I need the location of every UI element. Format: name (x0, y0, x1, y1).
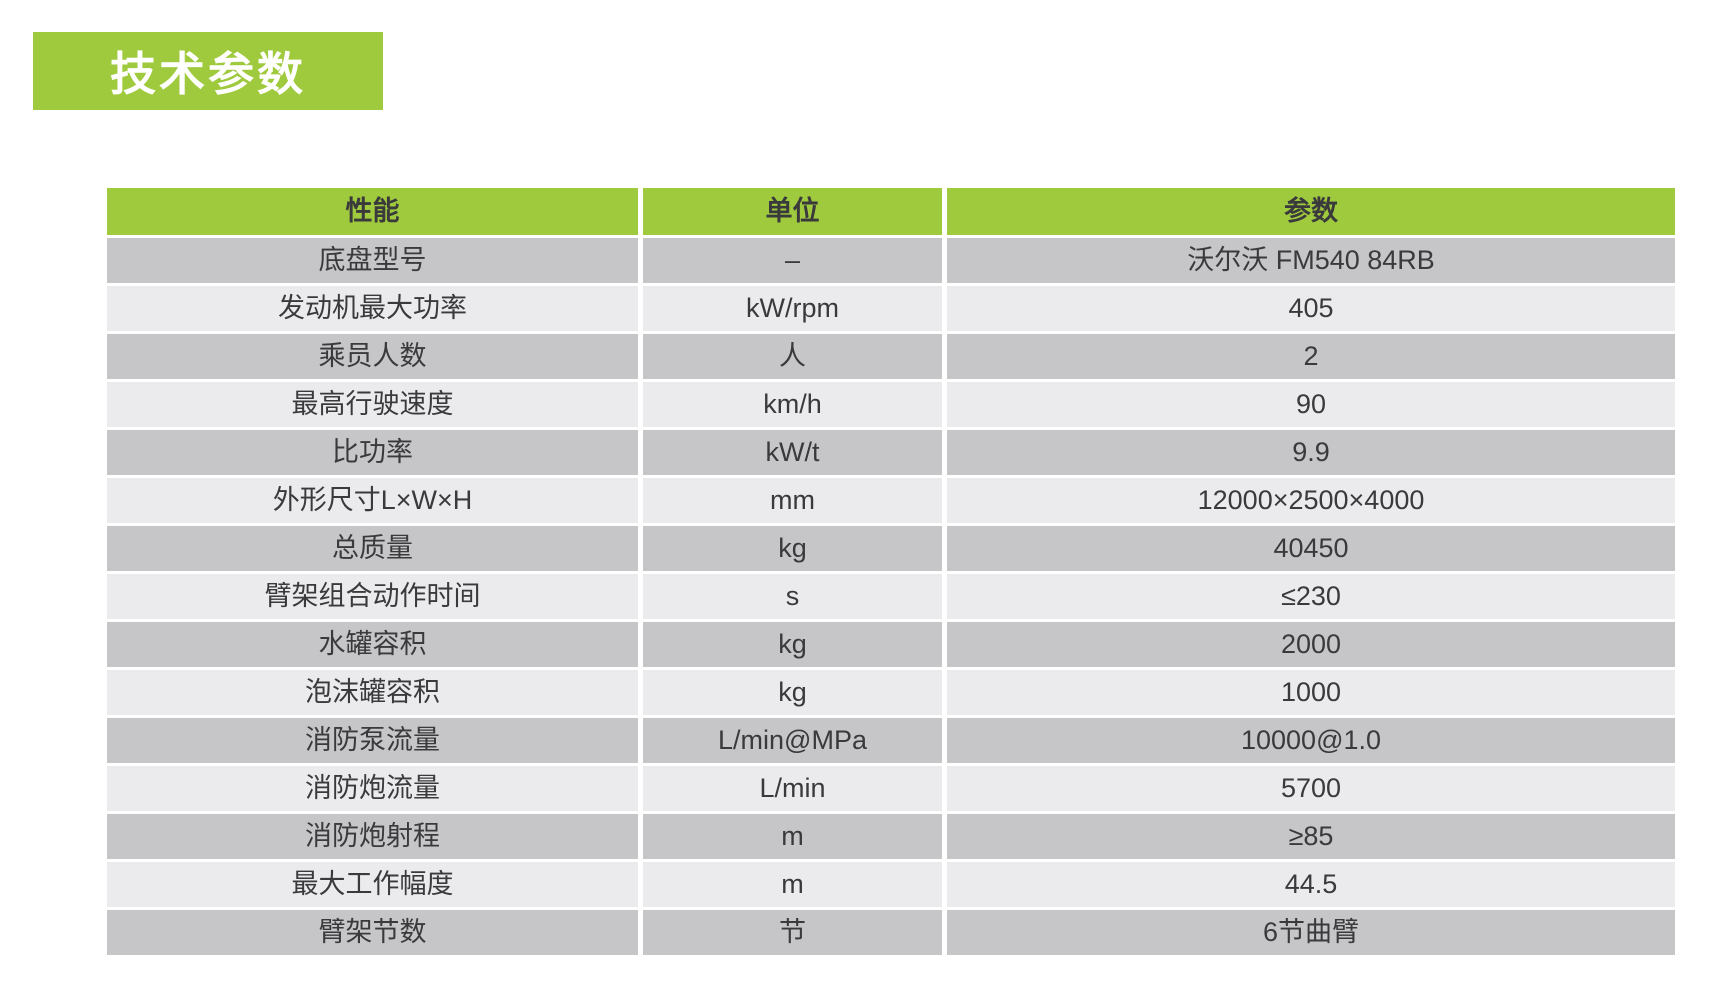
spec-property: 比功率 (107, 430, 638, 475)
spec-property: 消防炮流量 (107, 766, 638, 811)
column-header-unit: 单位 (643, 188, 942, 235)
spec-property: 底盘型号 (107, 238, 638, 283)
spec-value: ≤230 (947, 574, 1675, 619)
column-header-property: 性能 (107, 188, 638, 235)
spec-unit: km/h (643, 382, 942, 427)
spec-property: 外形尺寸L×W×H (107, 478, 638, 523)
spec-value: 1000 (947, 670, 1675, 715)
spec-value: 2000 (947, 622, 1675, 667)
section-title-badge: 技术参数 (33, 32, 383, 110)
spec-unit: 人 (643, 334, 942, 379)
spec-value: ≥85 (947, 814, 1675, 859)
spec-value: 10000@1.0 (947, 718, 1675, 763)
spec-property: 臂架组合动作时间 (107, 574, 638, 619)
spec-property: 泡沫罐容积 (107, 670, 638, 715)
spec-property: 臂架节数 (107, 910, 638, 955)
spec-unit: kg (643, 670, 942, 715)
spec-property: 最高行驶速度 (107, 382, 638, 427)
spec-unit: kg (643, 622, 942, 667)
spec-property: 总质量 (107, 526, 638, 571)
spec-value: 9.9 (947, 430, 1675, 475)
spec-value: 90 (947, 382, 1675, 427)
spec-property: 乘员人数 (107, 334, 638, 379)
spec-unit: m (643, 814, 942, 859)
spec-property: 水罐容积 (107, 622, 638, 667)
spec-property: 最大工作幅度 (107, 862, 638, 907)
spec-value: 2 (947, 334, 1675, 379)
spec-unit: kW/t (643, 430, 942, 475)
spec-table: 性能 单位 参数 底盘型号 – 沃尔沃 FM540 84RB 发动机最大功率 k… (107, 188, 1675, 955)
spec-unit: s (643, 574, 942, 619)
spec-unit: L/min@MPa (643, 718, 942, 763)
spec-value: 44.5 (947, 862, 1675, 907)
column-header-value: 参数 (947, 188, 1675, 235)
spec-unit: 节 (643, 910, 942, 955)
spec-property: 消防泵流量 (107, 718, 638, 763)
spec-property: 发动机最大功率 (107, 286, 638, 331)
spec-unit: kW/rpm (643, 286, 942, 331)
spec-value: 40450 (947, 526, 1675, 571)
spec-unit: mm (643, 478, 942, 523)
section-title: 技术参数 (110, 48, 306, 100)
spec-value: 沃尔沃 FM540 84RB (947, 238, 1675, 283)
spec-unit: L/min (643, 766, 942, 811)
spec-value: 5700 (947, 766, 1675, 811)
spec-unit: – (643, 238, 942, 283)
spec-value: 405 (947, 286, 1675, 331)
spec-value: 12000×2500×4000 (947, 478, 1675, 523)
spec-value: 6节曲臂 (947, 910, 1675, 955)
spec-unit: m (643, 862, 942, 907)
spec-unit: kg (643, 526, 942, 571)
spec-property: 消防炮射程 (107, 814, 638, 859)
